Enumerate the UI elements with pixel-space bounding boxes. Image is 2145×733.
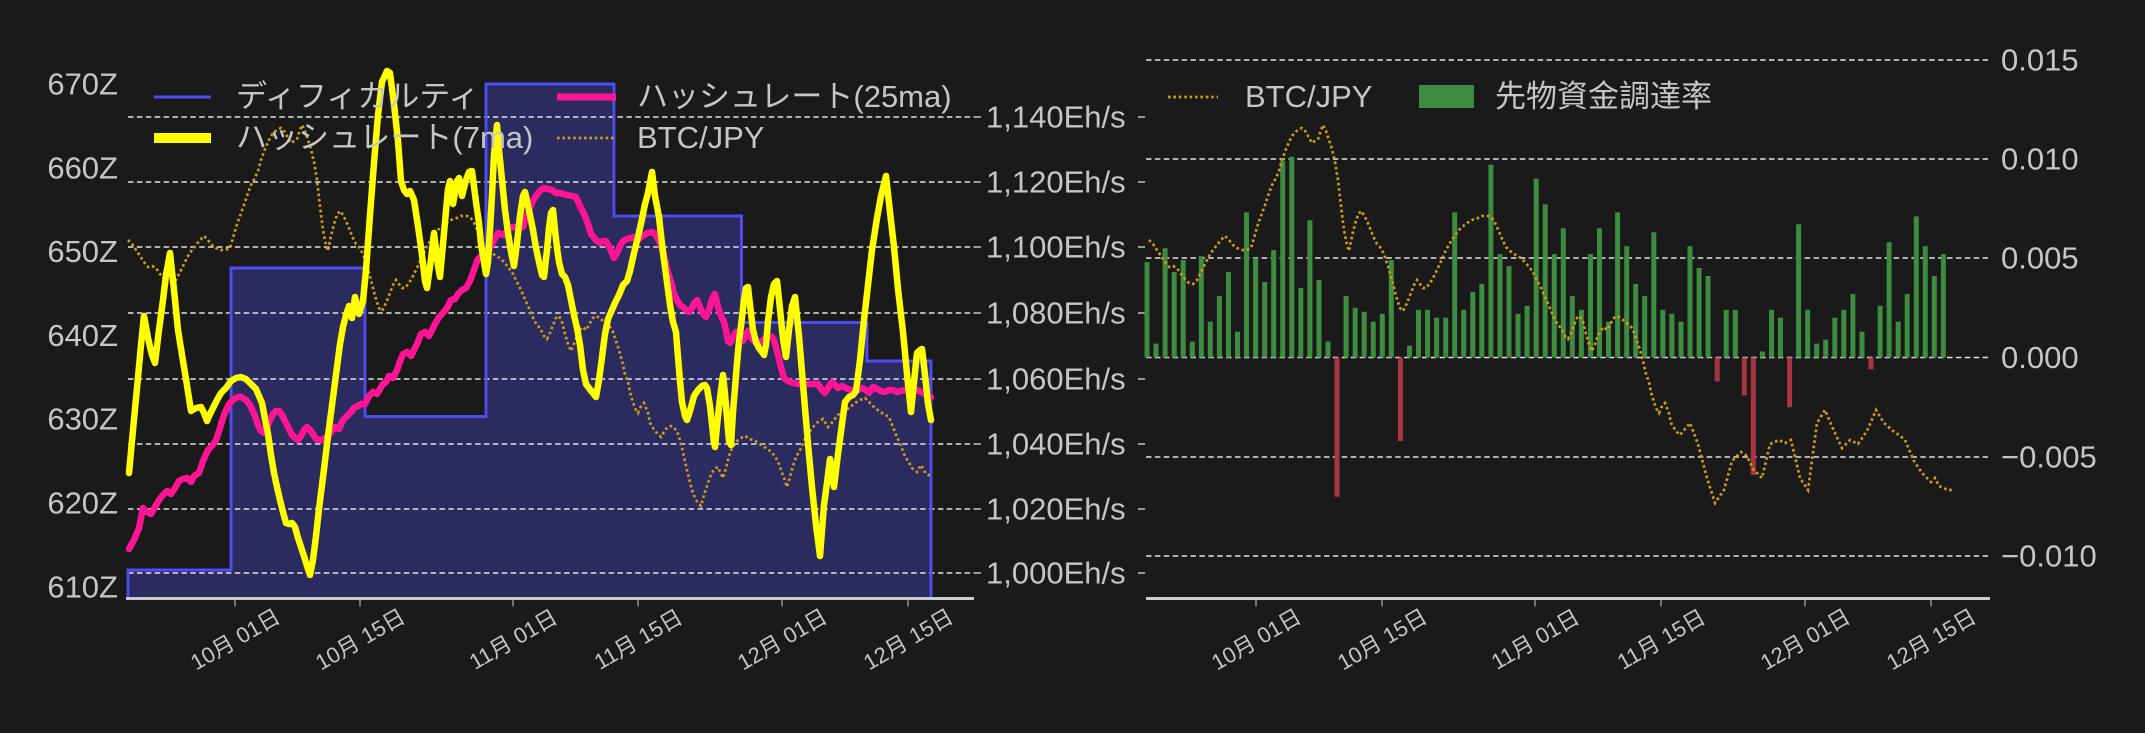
svg-text:0.000: 0.000 [2001, 340, 2079, 375]
svg-text:0.010: 0.010 [2001, 142, 2079, 177]
svg-text:1,140Eh/s: 1,140Eh/s [986, 100, 1126, 135]
svg-text:−0.005: −0.005 [2001, 440, 2097, 475]
svg-text:670Z: 670Z [47, 67, 118, 102]
svg-text:1,080Eh/s: 1,080Eh/s [986, 296, 1126, 331]
svg-text:1,040Eh/s: 1,040Eh/s [986, 427, 1126, 462]
svg-text:1,100Eh/s: 1,100Eh/s [986, 230, 1126, 265]
svg-text:650Z: 650Z [47, 234, 118, 269]
svg-text:0.015: 0.015 [2001, 43, 2079, 78]
svg-text:ハッシュレート(7ma): ハッシュレート(7ma) [236, 120, 533, 155]
svg-text:ディフィカルティ: ディフィカルティ [236, 79, 479, 114]
svg-text:ハッシュレート(25ma): ハッシュレート(25ma) [637, 79, 952, 114]
svg-text:1,120Eh/s: 1,120Eh/s [986, 165, 1126, 200]
svg-text:640Z: 640Z [47, 318, 118, 353]
svg-text:1,020Eh/s: 1,020Eh/s [986, 492, 1126, 527]
svg-text:610Z: 610Z [47, 569, 118, 604]
svg-text:1,060Eh/s: 1,060Eh/s [986, 362, 1126, 397]
svg-text:−0.010: −0.010 [2001, 539, 2097, 574]
svg-text:620Z: 620Z [47, 486, 118, 521]
svg-text:BTC/JPY: BTC/JPY [637, 120, 764, 155]
svg-text:1,000Eh/s: 1,000Eh/s [986, 556, 1126, 591]
svg-text:先物資金調達率: 先物資金調達率 [1495, 79, 1712, 114]
svg-text:630Z: 630Z [47, 402, 118, 437]
svg-text:BTC/JPY: BTC/JPY [1245, 79, 1372, 114]
svg-text:660Z: 660Z [47, 150, 118, 185]
svg-text:0.005: 0.005 [2001, 241, 2079, 276]
